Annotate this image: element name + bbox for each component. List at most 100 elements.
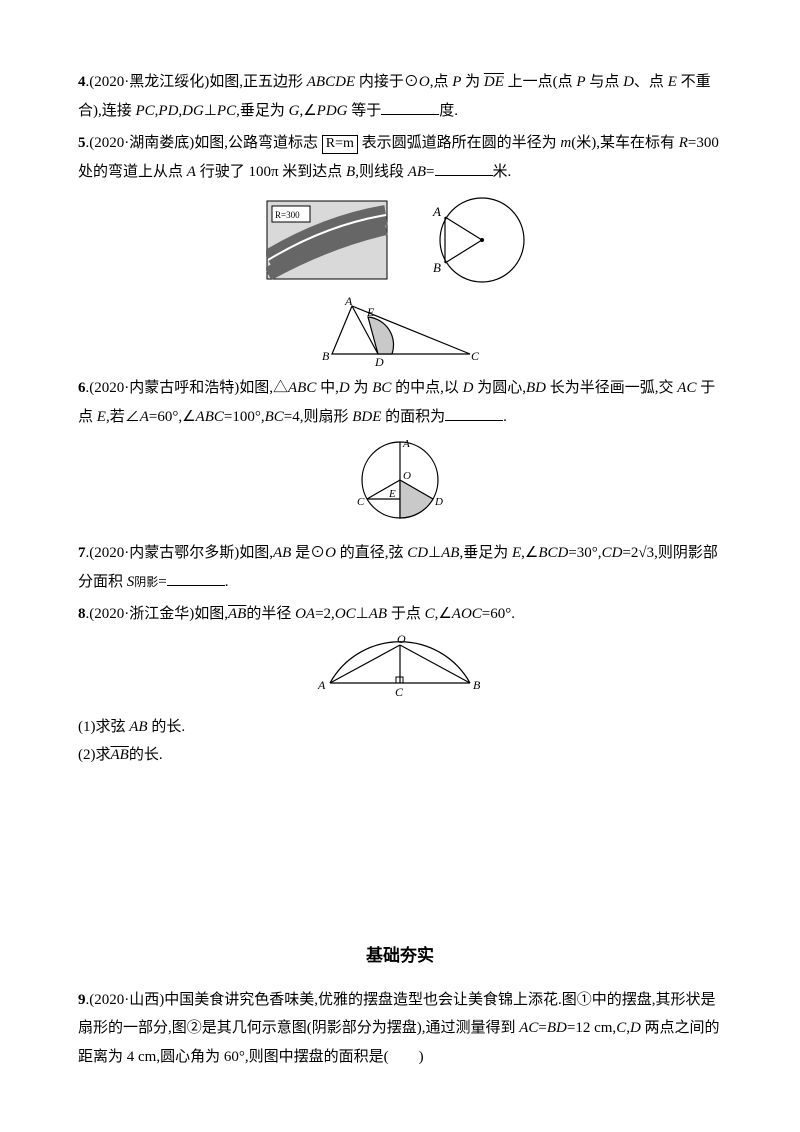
q9-number: 9 <box>78 992 86 1008</box>
blank-input[interactable] <box>435 162 493 176</box>
t: 的长. <box>129 747 163 763</box>
t: P <box>576 74 585 90</box>
blank-input[interactable] <box>167 572 225 586</box>
t: 为 <box>461 74 484 90</box>
t: D <box>339 380 350 396</box>
sqrt-icon: √3 <box>638 545 654 561</box>
t: ⊥ <box>428 545 441 561</box>
blank-input[interactable] <box>445 407 503 421</box>
t: BD <box>526 380 546 396</box>
t: 是⊙ <box>291 545 325 561</box>
t: 内接于⊙ <box>355 74 419 90</box>
t: 米. <box>493 164 512 180</box>
t: PC <box>136 103 155 119</box>
figure-q5: R=300 A B <box>78 190 722 290</box>
t: (米),某车在标有 <box>571 135 679 151</box>
q5-number: 5 <box>78 135 86 151</box>
t: =60°,∠ <box>149 409 196 425</box>
triangle-abc-diagram: A B C D E <box>315 296 485 368</box>
t: BCD <box>538 545 568 561</box>
t: 度. <box>439 103 458 119</box>
t: AOC <box>452 606 482 622</box>
q4-number: 4 <box>78 74 86 90</box>
t: ⊥ <box>356 606 369 622</box>
t: =60°. <box>482 606 515 622</box>
t: = <box>538 1020 546 1036</box>
t: 中, <box>316 380 339 396</box>
t: 于点 <box>387 606 425 622</box>
svg-text:B: B <box>473 678 481 692</box>
svg-text:D: D <box>374 355 384 368</box>
t: .(2020·浙江金华)如图, <box>86 606 229 622</box>
t: 为圆心, <box>474 380 527 396</box>
svg-text:A: A <box>432 204 441 219</box>
t: 的长. <box>148 719 186 735</box>
svg-text:B: B <box>433 260 441 275</box>
blank-input[interactable] <box>381 101 439 115</box>
svg-text:C: C <box>471 349 480 363</box>
t: A <box>140 409 149 425</box>
t: PD <box>158 103 178 119</box>
t: m <box>560 135 571 151</box>
arc-AB: AB <box>111 747 129 763</box>
t: 的面积为 <box>381 409 445 425</box>
t: 、点 <box>634 74 668 90</box>
t: C <box>616 1020 626 1036</box>
q8-part2: (2)求AB的长. <box>78 741 722 770</box>
arc-AB: AB <box>228 606 246 622</box>
t: D <box>623 74 634 90</box>
t: AB <box>369 606 387 622</box>
t: AC <box>519 1020 538 1036</box>
arc-oab-diagram: O A B C <box>310 633 490 703</box>
q4-ABCDE: ABCDE <box>307 74 355 90</box>
q4-P: P <box>452 74 461 90</box>
t: ,点 <box>430 74 453 90</box>
q8-number: 8 <box>78 606 86 622</box>
svg-text:R=300: R=300 <box>275 210 300 220</box>
t: E <box>97 409 106 425</box>
t: ,若∠ <box>106 409 140 425</box>
t: PDG <box>317 103 348 119</box>
figure-q8: O A B C <box>78 633 722 703</box>
t: B <box>346 164 355 180</box>
svg-text:O: O <box>403 470 411 482</box>
t: AB <box>441 545 459 561</box>
t: D <box>630 1020 641 1036</box>
t: 行驶了 100π 米到达点 <box>196 164 346 180</box>
question-7: 7.(2020·内蒙古鄂尔多斯)如图,AB 是⊙O 的直径,弦 CD⊥AB,垂足… <box>78 539 722 596</box>
t: BDE <box>352 409 381 425</box>
t: 阴影 <box>134 575 158 589</box>
t: ⊥ <box>204 103 217 119</box>
t: .(2020·内蒙古鄂尔多斯)如图, <box>86 545 274 561</box>
road-photo-icon: R=300 <box>266 200 388 280</box>
svg-text:A: A <box>402 438 410 450</box>
t: (2)求 <box>78 747 111 763</box>
t: ,∠ <box>435 606 452 622</box>
t: AB <box>408 164 426 180</box>
t: A <box>187 164 196 180</box>
svg-text:B: B <box>322 349 330 363</box>
t: .(2020·内蒙古呼和浩特)如图,△ <box>86 380 289 396</box>
t: O <box>325 545 336 561</box>
t: PC <box>217 103 236 119</box>
t: CD <box>407 545 428 561</box>
svg-text:C: C <box>357 496 365 508</box>
svg-text:D: D <box>434 496 443 508</box>
t: (1)求弦 <box>78 719 129 735</box>
rm-box: R=m <box>322 135 358 154</box>
t: G <box>289 103 300 119</box>
t: ,垂足为 <box>459 545 512 561</box>
q8-part1: (1)求弦 AB 的长. <box>78 713 722 742</box>
t: ABC <box>288 380 316 396</box>
t: BC <box>372 380 391 396</box>
svg-text:E: E <box>366 305 375 319</box>
t: DG <box>182 103 204 119</box>
t: 为 <box>350 380 373 396</box>
t: R <box>679 135 688 151</box>
t: D <box>463 380 474 396</box>
arc-DE: DE <box>484 74 504 90</box>
figure-q7: A O C D E <box>78 435 722 533</box>
t: ABC <box>196 409 224 425</box>
t: 与点 <box>586 74 624 90</box>
question-9: 9.(2020·山西)中国美食讲究色香味美,优雅的摆盘造型也会让美食锦上添花.图… <box>78 986 722 1072</box>
